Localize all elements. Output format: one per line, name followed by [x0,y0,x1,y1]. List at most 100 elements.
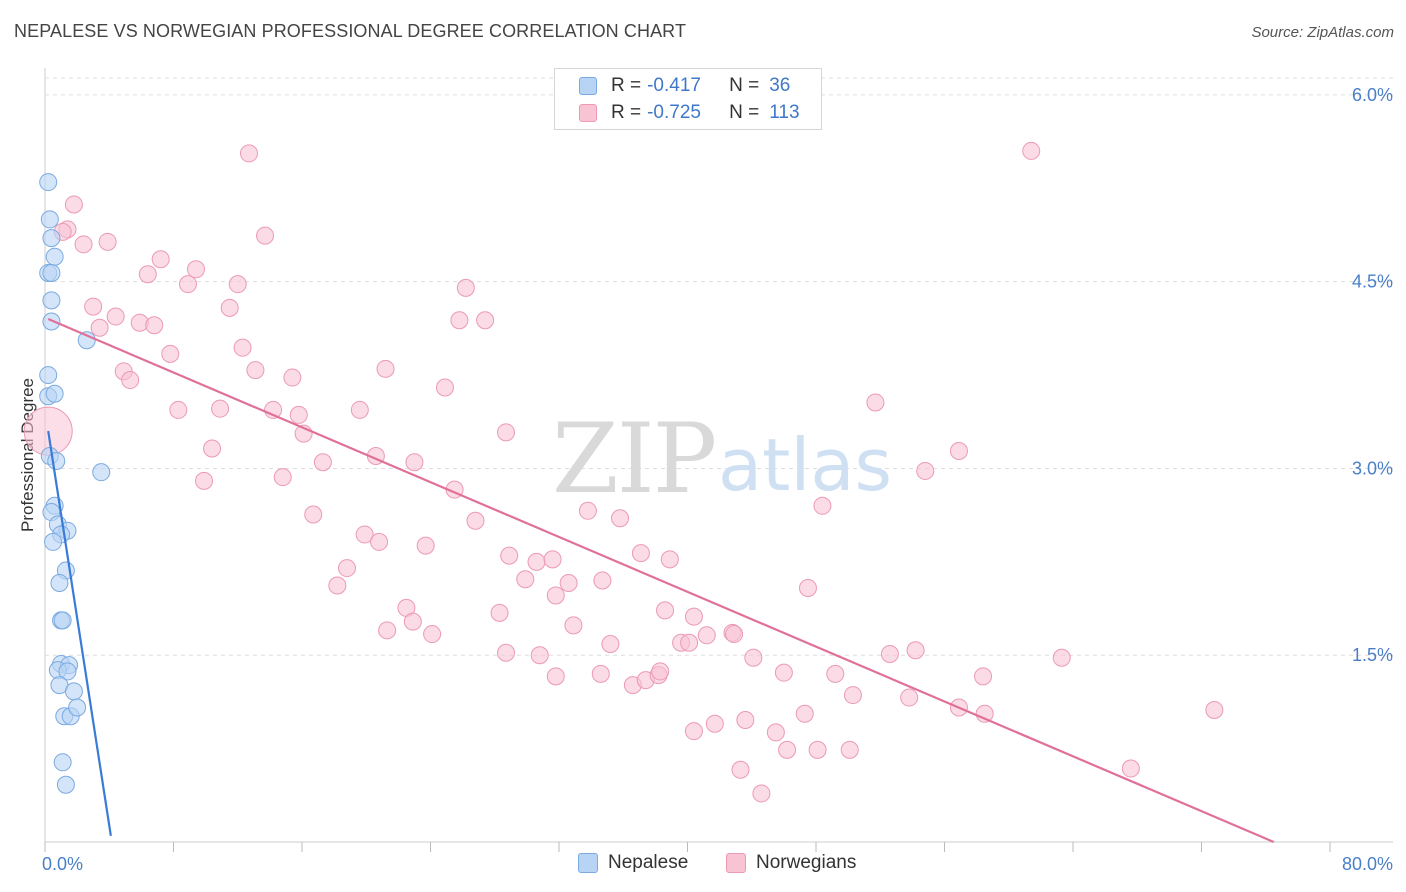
norwegian-point[interactable] [416,536,435,555]
norwegian-point[interactable] [527,552,546,571]
norwegian-point[interactable] [564,616,583,635]
norwegian-point[interactable] [840,740,859,759]
norwegian-point[interactable] [866,393,885,412]
nepalese-point[interactable] [42,291,61,310]
nepalese-point[interactable] [39,173,58,192]
norwegian-point[interactable] [593,571,612,590]
norwegian-point[interactable] [578,501,597,520]
nepalese-point[interactable] [44,532,63,551]
norwegian-point[interactable] [90,318,109,337]
nepalese-point[interactable] [39,366,58,385]
norwegian-point[interactable] [731,760,750,779]
norwegian-point[interactable] [591,664,610,683]
norwegian-point[interactable] [328,576,347,595]
norwegian-point[interactable] [752,784,771,803]
norwegian-point[interactable] [651,662,670,681]
norwegian-point[interactable] [195,471,214,490]
norwegian-point[interactable] [423,625,442,644]
nepalese-point[interactable] [64,682,83,701]
norwegian-point[interactable] [283,368,302,387]
nepalese-point[interactable] [45,384,64,403]
norwegian-point[interactable] [546,667,565,686]
norwegian-point[interactable] [916,461,935,480]
norwegian-point[interactable] [795,704,814,723]
norwegian-point[interactable] [496,643,515,662]
norwegian-point[interactable] [516,570,535,589]
norwegian-point[interactable] [138,265,157,284]
norwegian-point[interactable] [974,667,993,686]
norwegian-point[interactable] [233,338,252,357]
norwegian-point[interactable] [289,405,308,424]
norwegian-point[interactable] [1205,701,1224,720]
bottom-legend-norwegians[interactable]: Norwegians [726,852,856,874]
norwegian-point[interactable] [778,740,797,759]
norwegian-point[interactable] [725,625,744,644]
norwegian-point[interactable] [178,275,197,294]
nepalese-point[interactable] [45,247,64,266]
norwegian-point[interactable] [530,646,549,665]
nepalese-point[interactable] [53,611,72,630]
norwegian-point[interactable] [121,371,140,390]
norwegian-point[interactable] [64,195,83,214]
bottom-legend-nepalese[interactable]: Nepalese [578,852,688,874]
norwegian-point[interactable] [246,361,265,380]
norwegian-point[interactable] [220,298,239,317]
norwegian-point[interactable] [403,612,422,631]
nepalese-point[interactable] [58,662,77,681]
norwegian-point[interactable] [466,511,485,530]
norwegian-point[interactable] [350,400,369,419]
nepalese-point[interactable] [77,331,96,350]
norwegian-point[interactable] [211,399,230,418]
nepalese-point[interactable] [42,263,61,282]
nepalese-point[interactable] [40,210,59,229]
nepalese-point[interactable] [53,753,72,772]
norwegian-point[interactable] [546,586,565,605]
norwegian-point[interactable] [450,311,469,330]
norwegian-point[interactable] [186,260,205,279]
norwegian-point[interactable] [798,578,817,597]
nepalese-point[interactable] [47,451,66,470]
norwegian-point[interactable] [304,505,323,524]
norwegian-point[interactable] [496,423,515,442]
norwegian-point[interactable] [228,275,247,294]
nepalese-point[interactable] [50,574,69,593]
norwegian-point[interactable] [826,664,845,683]
norwegian-point[interactable] [705,714,724,733]
nepalese-point[interactable] [56,775,75,794]
norwegian-point[interactable] [337,559,356,578]
norwegian-point[interactable] [684,607,703,626]
norwegian-point[interactable] [169,400,188,419]
norwegian-point[interactable] [631,544,650,563]
norwegian-point[interactable] [543,550,562,569]
norwegian-point[interactable] [405,453,424,472]
norwegian-point[interactable] [435,378,454,397]
norwegian-point[interactable] [1022,141,1041,160]
norwegian-point[interactable] [808,740,827,759]
norwegian-point[interactable] [900,688,919,707]
norwegian-point[interactable] [151,250,170,269]
norwegian-point[interactable] [766,723,785,742]
norwegian-point[interactable] [774,663,793,682]
norwegian-point[interactable] [559,574,578,593]
norwegian-point[interactable] [880,644,899,663]
norwegian-point[interactable] [98,232,117,251]
norwegian-point[interactable] [370,532,389,551]
norwegian-point[interactable] [106,307,125,326]
norwegian-point[interactable] [74,235,93,254]
nepalese-point[interactable] [42,229,61,248]
norwegian-point[interactable] [813,496,832,515]
norwegian-point[interactable] [697,626,716,645]
norwegian-point[interactable] [1121,759,1140,778]
norwegian-point[interactable] [500,546,519,565]
norwegian-point[interactable] [736,710,755,729]
norwegian-point[interactable] [355,525,374,544]
nepalese-point[interactable] [68,698,87,717]
norwegian-point[interactable] [378,621,397,640]
norwegian-point[interactable] [490,603,509,622]
norwegian-point[interactable] [906,641,925,660]
norwegian-point[interactable] [84,297,103,316]
norwegian-point[interactable] [744,648,763,667]
norwegian-point[interactable] [660,550,679,569]
norwegian-point[interactable] [256,226,275,245]
norwegian-point[interactable] [273,468,292,487]
